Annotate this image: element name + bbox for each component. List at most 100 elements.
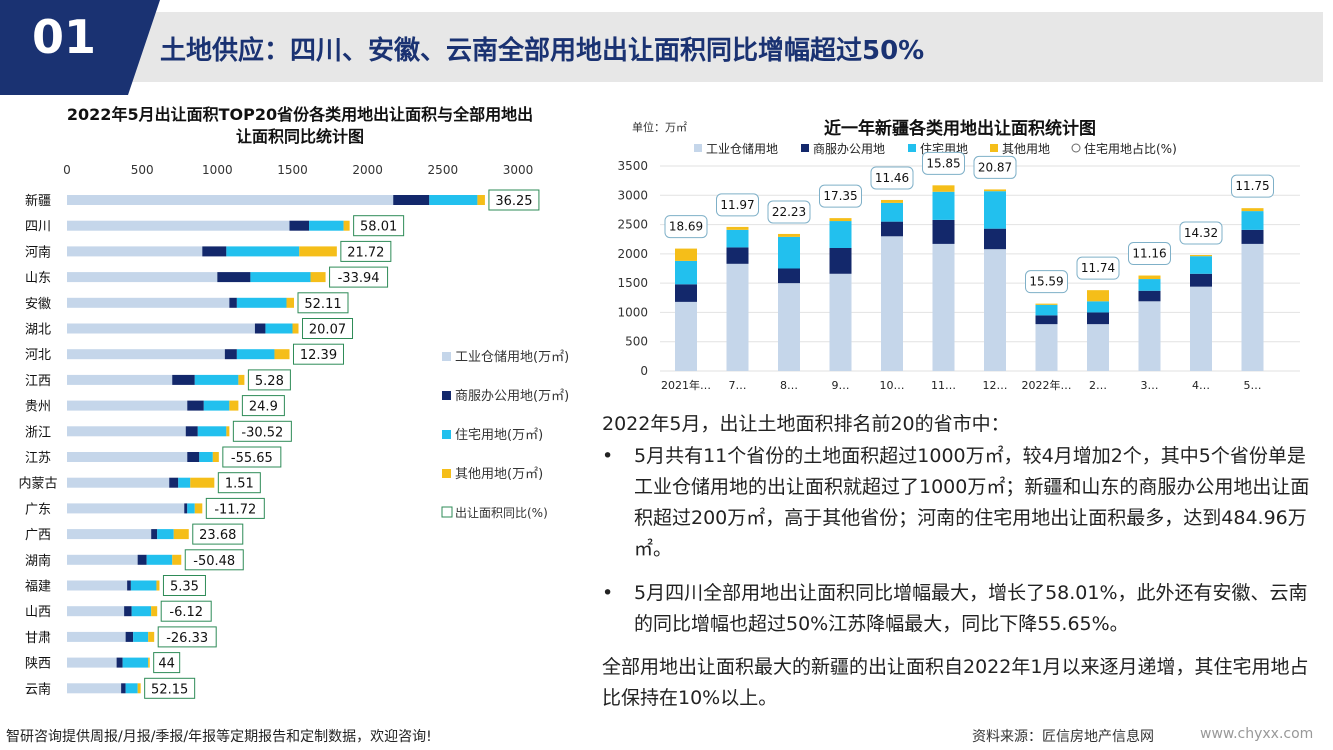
- bar-segment: [226, 246, 300, 257]
- bar-segment: [265, 323, 293, 334]
- bar-segment: [116, 657, 123, 668]
- ratio-label-box: [340, 240, 392, 262]
- legend-swatch: [908, 144, 916, 152]
- ratio-label-box: [716, 193, 759, 217]
- legend-swatch: [442, 352, 451, 361]
- bar-segment: [675, 301, 697, 371]
- bar-segment: [67, 297, 230, 308]
- ratio-data-label: 11.46: [875, 171, 909, 185]
- category-label: 陕西: [25, 657, 51, 672]
- bar-segment: [229, 400, 239, 411]
- bar-segment: [1138, 279, 1161, 291]
- ratio-label-box: [205, 497, 265, 519]
- ratio-label-box: [1128, 242, 1171, 266]
- legend-swatch: [442, 469, 451, 478]
- x-tick-label: 1500: [277, 163, 308, 177]
- legend-label: 商服办公用地(万㎡): [455, 389, 569, 404]
- ratio-label-box: [153, 652, 181, 674]
- bar-segment: [1138, 290, 1161, 302]
- category-label: 福建: [25, 580, 51, 595]
- ratio-label-box: [1076, 256, 1120, 280]
- ratio-data-label: 1.51: [225, 477, 254, 492]
- y-tick-label: 3500: [617, 159, 648, 173]
- bar-segment: [289, 220, 310, 231]
- bar-segment: [299, 246, 337, 257]
- header-bar: [0, 12, 1323, 82]
- bar-segment: [187, 400, 204, 411]
- ratio-data-label: 12.39: [300, 348, 337, 363]
- bar-segment: [229, 297, 237, 308]
- legend-label: 商服办公用地: [813, 141, 885, 156]
- bar-segment: [1241, 243, 1264, 371]
- x-tick-label: 10…: [880, 379, 905, 392]
- bar-segment: [131, 606, 152, 617]
- bar-segment: [829, 273, 852, 371]
- bar-segment: [172, 374, 195, 385]
- section-number-badge: [0, 0, 160, 95]
- bar-segment: [1087, 324, 1109, 371]
- bar-segment: [1138, 275, 1161, 280]
- ratio-label-box: [160, 600, 212, 622]
- category-label: 河南: [25, 244, 51, 260]
- bar-segment: [1241, 229, 1264, 244]
- bar-segment: [130, 580, 157, 591]
- section-number: 01: [31, 10, 96, 64]
- ratio-label-box: [488, 189, 540, 211]
- bar-segment: [67, 477, 170, 488]
- footer-url[interactable]: www.chyxx.com: [1200, 726, 1314, 742]
- category-label: 山东: [25, 271, 51, 286]
- bar-segment: [829, 221, 852, 248]
- bar-segment: [125, 631, 134, 642]
- legend-label: 其他用地: [1002, 142, 1050, 156]
- bar-segment: [932, 191, 955, 220]
- bar-segment: [881, 199, 903, 203]
- ratio-data-label: 23.68: [199, 528, 236, 543]
- category-label: 贵州: [25, 400, 51, 415]
- category-label: 河北: [25, 348, 51, 363]
- x-tick-label: 12…: [983, 379, 1008, 392]
- y-tick-label: 0: [640, 364, 648, 378]
- bar-segment: [309, 220, 344, 231]
- x-tick-label: 2000: [352, 163, 383, 177]
- bar-segment: [178, 477, 191, 488]
- bar-segment: [477, 195, 485, 205]
- bar-segment: [932, 185, 955, 192]
- bar-segment: [274, 349, 290, 360]
- bar-segment: [67, 246, 203, 257]
- legend-swatch: [694, 144, 702, 152]
- bar-segment: [984, 191, 1006, 229]
- bar-segment: [67, 272, 218, 283]
- legend-swatch: [442, 430, 451, 439]
- bar-segment: [67, 503, 185, 514]
- ratio-label-box: [329, 266, 389, 288]
- ratio-data-label: -6.12: [169, 605, 203, 620]
- bar-segment: [778, 236, 800, 269]
- y-tick-label: 500: [625, 335, 648, 349]
- bar-segment: [67, 554, 138, 565]
- x-tick-label: 2500: [428, 163, 459, 177]
- bar-segment: [121, 683, 126, 694]
- ratio-data-label: 36.25: [495, 194, 532, 209]
- ratio-label-box: [247, 369, 291, 391]
- bar-segment: [199, 452, 213, 462]
- x-tick-label: 3000: [503, 163, 534, 177]
- ratio-label-box: [922, 151, 965, 175]
- y-tick-label: 1500: [617, 276, 648, 290]
- ratio-data-label: 5.28: [255, 374, 284, 389]
- bar-segment: [726, 229, 749, 248]
- legend-swatch: [801, 144, 809, 152]
- bar-segment: [393, 195, 430, 205]
- ratio-data-label: 11.74: [1081, 261, 1115, 275]
- bar-segment: [778, 233, 800, 237]
- ratio-data-label: 14.32: [1184, 226, 1218, 240]
- y-tick-label: 1000: [617, 305, 648, 319]
- x-tick-label: 500: [131, 163, 154, 177]
- bar-segment: [185, 426, 198, 437]
- bar-segment: [148, 657, 150, 668]
- bar-segment: [238, 374, 245, 385]
- ratio-label-box: [222, 446, 282, 468]
- ratio-data-label: -33.94: [338, 271, 380, 286]
- ratio-label-box: [870, 166, 914, 190]
- ratio-data-label: 11.97: [720, 198, 754, 212]
- right-chart: 工业仓储用地 商服办公用地 住宅用地 其他用地 住宅用地占比(%)05001000150…: [617, 141, 1300, 392]
